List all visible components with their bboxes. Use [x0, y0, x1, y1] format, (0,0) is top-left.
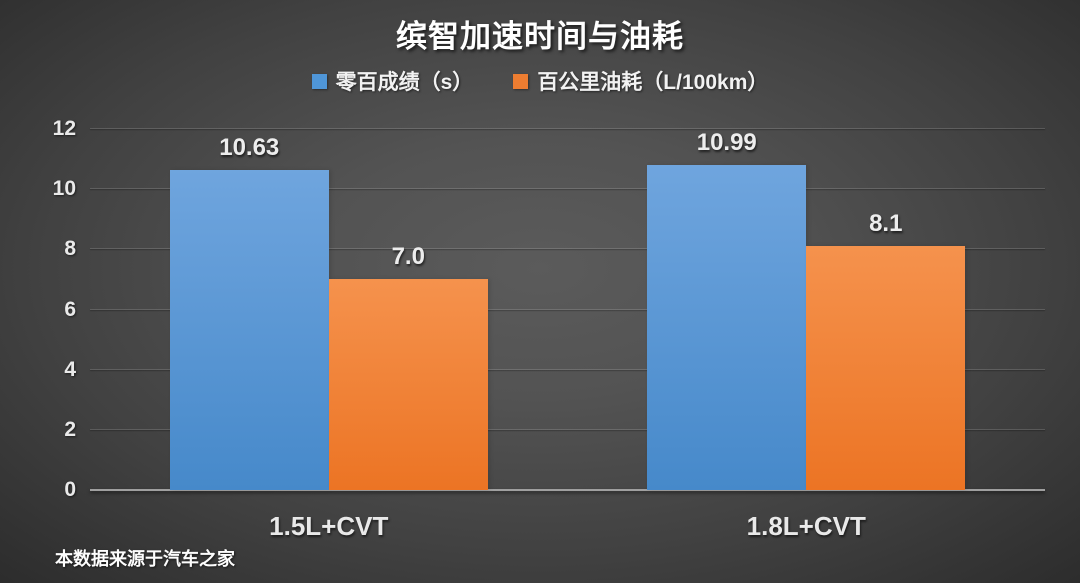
legend-swatch-acceleration-time [311, 73, 327, 89]
data-label-acceleration-time-2: 10.99 [696, 129, 757, 156]
bar-group-2: 10.99 8.1 [568, 129, 1046, 490]
gridline-y-6 [90, 308, 1045, 310]
x-category-label-2: 1.8L+CVT [746, 511, 866, 541]
bar-column-fuel-consumption-1: 7.0 [328, 129, 488, 490]
x-axis-labels: 1.5L+CVT 1.8L+CVT [90, 511, 1045, 542]
gridline-y-10 [90, 188, 1045, 190]
data-label-fuel-consumption-2: 8.1 [869, 210, 903, 238]
gridline-y-2 [90, 428, 1045, 430]
y-tick-label-10: 10 [52, 177, 76, 201]
legend-swatch-fuel-consumption [513, 73, 529, 89]
gridline-y-12 [90, 128, 1045, 129]
y-tick-label-0: 0 [64, 478, 76, 501]
bar-column-acceleration-time-1: 10.63 [169, 129, 329, 490]
x-axis-line [90, 489, 1045, 491]
legend-label-acceleration-time: 零百成绩（s） [335, 71, 474, 94]
y-tick-label-2: 2 [64, 417, 76, 441]
legend-item-fuel-consumption: 百公里油耗（L/100km） [513, 66, 768, 96]
bar-column-acceleration-time-2: 10.99 [647, 129, 807, 490]
bar-column-fuel-consumption-2: 8.1 [806, 129, 966, 490]
bar-acceleration-time-1 [169, 170, 329, 490]
y-tick-label-8: 8 [64, 237, 76, 261]
data-label-acceleration-time-1: 10.63 [219, 134, 280, 162]
plot-area: 10.63 7.0 10.99 8.1 [90, 128, 1046, 491]
source-note: 本数据来源于汽车之家 [55, 549, 235, 569]
y-tick-label-6: 6 [64, 297, 76, 321]
chart-title: 缤智加速时间与油耗 [396, 19, 684, 54]
y-tick-label-12: 12 [52, 117, 76, 140]
legend: 零百成绩（s） 百公里油耗（L/100km） [0, 66, 1080, 96]
x-category-label-1: 1.5L+CVT [269, 511, 389, 541]
bar-fuel-consumption-1 [328, 279, 488, 490]
y-tick-label-4: 4 [64, 357, 76, 381]
bar-fuel-consumption-2 [806, 246, 966, 490]
bar-group-1: 10.63 7.0 [90, 129, 568, 490]
data-label-fuel-consumption-1: 7.0 [391, 243, 425, 271]
legend-item-acceleration-time: 零百成绩（s） [311, 66, 474, 96]
legend-label-fuel-consumption: 百公里油耗（L/100km） [537, 71, 769, 94]
gridline-y-4 [90, 368, 1045, 370]
bar-acceleration-time-2 [647, 165, 807, 490]
gridline-y-8 [90, 248, 1045, 250]
